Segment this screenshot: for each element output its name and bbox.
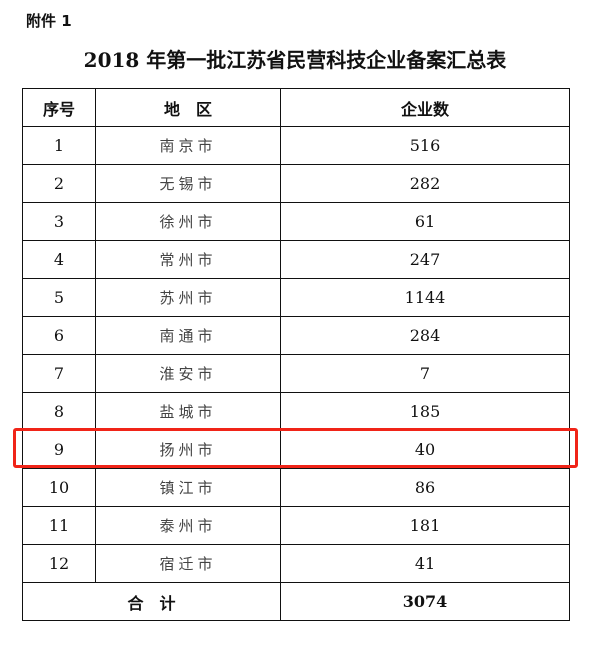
row-count: 516	[280, 126, 570, 165]
header-count: 企业数	[280, 88, 570, 127]
total-label: 合 计	[22, 582, 281, 621]
row-count: 284	[280, 316, 570, 355]
table-row: 11 泰州市 181	[22, 506, 570, 545]
highlight-box	[13, 428, 578, 468]
row-city: 无锡市	[95, 164, 281, 203]
row-city: 常州市	[95, 240, 281, 279]
row-city: 淮安市	[95, 354, 281, 393]
table-row: 2 无锡市 282	[22, 164, 570, 203]
row-city: 南京市	[95, 126, 281, 165]
row-count: 61	[280, 202, 570, 241]
row-count: 185	[280, 392, 570, 431]
table-row: 6 南通市 284	[22, 316, 570, 355]
table-row: 7 淮安市 7	[22, 354, 570, 393]
table-row: 1 南京市 516	[22, 126, 570, 165]
row-city: 泰州市	[95, 506, 281, 545]
row-no: 4	[22, 240, 96, 279]
row-city: 苏州市	[95, 278, 281, 317]
row-city: 盐城市	[95, 392, 281, 431]
attachment-label: 附件 1	[26, 12, 72, 30]
row-no: 1	[22, 126, 96, 165]
row-no: 2	[22, 164, 96, 203]
table-row: 10 镇江市 86	[22, 468, 570, 507]
row-no: 7	[22, 354, 96, 393]
table-row: 3 徐州市 61	[22, 202, 570, 241]
table-header: 序号 地 区 企业数	[22, 88, 570, 127]
row-city: 镇江市	[95, 468, 281, 507]
row-no: 9	[22, 430, 96, 469]
row-no: 5	[22, 278, 96, 317]
summary-table: 序号 地 区 企业数 1 南京市 516 2 无锡市 282 3 徐州市 61 4 常州市 247 5 苏…	[22, 88, 570, 621]
row-count: 40	[280, 430, 570, 469]
row-no: 6	[22, 316, 96, 355]
row-city: 宿迁市	[95, 544, 281, 583]
header-region: 地 区	[95, 88, 281, 127]
table-row: 8 盐城市 185	[22, 392, 570, 431]
table-row: 5 苏州市 1144	[22, 278, 570, 317]
table-row: 9 扬州市 40	[22, 430, 570, 469]
table-row: 12 宿迁市 41	[22, 544, 570, 583]
total-row: 合 计 3074	[22, 582, 570, 621]
row-count: 181	[280, 506, 570, 545]
row-count: 247	[280, 240, 570, 279]
row-count: 7	[280, 354, 570, 393]
row-count: 1144	[280, 278, 570, 317]
total-count: 3074	[280, 582, 570, 621]
table-row: 4 常州市 247	[22, 240, 570, 279]
header-no: 序号	[22, 88, 96, 127]
row-count: 86	[280, 468, 570, 507]
row-no: 11	[22, 506, 96, 545]
row-no: 3	[22, 202, 96, 241]
row-no: 10	[22, 468, 96, 507]
document-title: 2018 年第一批江苏省民营科技企业备案汇总表	[83, 48, 507, 72]
row-no: 12	[22, 544, 96, 583]
row-city: 南通市	[95, 316, 281, 355]
row-count: 282	[280, 164, 570, 203]
row-no: 8	[22, 392, 96, 431]
row-city: 徐州市	[95, 202, 281, 241]
row-count: 41	[280, 544, 570, 583]
